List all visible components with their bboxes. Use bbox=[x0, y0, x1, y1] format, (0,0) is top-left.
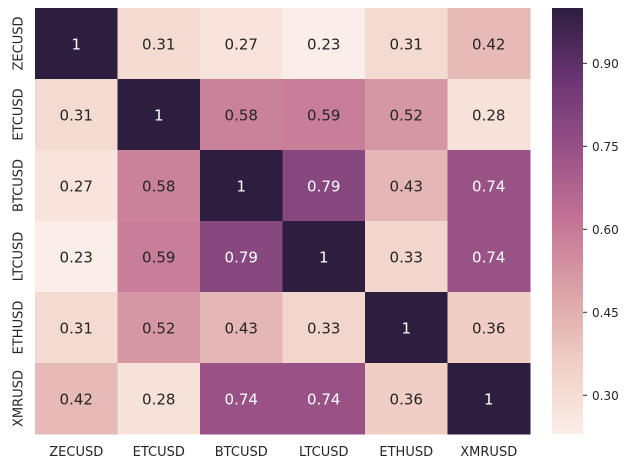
heatmap-cell bbox=[35, 221, 118, 293]
heatmap-cell bbox=[35, 292, 118, 364]
heatmap-cell bbox=[447, 79, 531, 151]
heatmap-cell bbox=[282, 221, 366, 293]
y-tick-label: LTCUSD bbox=[12, 232, 27, 282]
cell-annotation: 0.33 bbox=[307, 320, 340, 338]
cell-annotation: 0.43 bbox=[225, 320, 258, 338]
cell-annotation: 0.74 bbox=[472, 178, 505, 196]
x-tick-label: XMRUSD bbox=[460, 445, 517, 460]
cell-annotation: 0.79 bbox=[307, 178, 340, 196]
x-axis-tick-labels: ZECUSD ETCUSD BTCUSD LTCUSD ETHUSD XMRUSD bbox=[49, 445, 517, 460]
cell-annotation: 0.36 bbox=[390, 391, 423, 409]
heatmap-cell bbox=[282, 8, 366, 80]
cell-annotation: 1 bbox=[71, 36, 81, 54]
cell-annotation: 0.28 bbox=[142, 391, 175, 409]
colorbar-tick-label: 0.30 bbox=[592, 389, 619, 403]
heatmap-cell bbox=[117, 221, 201, 293]
cell-annotation: 0.52 bbox=[142, 320, 175, 338]
heatmap-cell bbox=[282, 79, 366, 151]
cell-annotation: 0.58 bbox=[142, 178, 175, 196]
heatmap-cell bbox=[447, 150, 531, 222]
cell-annotation: 0.42 bbox=[472, 36, 505, 54]
heatmap-cell bbox=[365, 292, 448, 364]
heatmap-cell bbox=[447, 8, 531, 80]
cell-annotation: 0.36 bbox=[472, 320, 505, 338]
heatmap-cell bbox=[282, 363, 366, 435]
cell-annotation: 0.23 bbox=[60, 249, 93, 267]
heatmap-cell bbox=[282, 150, 366, 222]
colorbar-tick-label: 0.90 bbox=[592, 57, 619, 71]
cell-annotation: 0.28 bbox=[472, 107, 505, 125]
colorbar-ticks: 0.30 0.45 0.60 0.75 0.90 bbox=[583, 57, 619, 403]
heatmap-cell bbox=[35, 150, 118, 222]
x-tick-label: BTCUSD bbox=[215, 445, 268, 460]
cell-annotation: 0.52 bbox=[390, 107, 423, 125]
heatmap-cell bbox=[200, 150, 283, 222]
colorbar-tick-label: 0.60 bbox=[592, 223, 619, 237]
cell-annotation: 0.31 bbox=[60, 320, 93, 338]
cell-annotation: 0.59 bbox=[142, 249, 175, 267]
cell-annotation: 0.23 bbox=[307, 36, 340, 54]
heatmap-cell bbox=[365, 79, 448, 151]
heatmap-cell bbox=[365, 221, 448, 293]
cell-annotation: 1 bbox=[236, 178, 246, 196]
heatmap-cell bbox=[200, 292, 283, 364]
heatmap-cell bbox=[200, 8, 283, 80]
cell-annotation: 0.74 bbox=[472, 249, 505, 267]
x-tick-label: LTCUSD bbox=[299, 445, 349, 460]
heatmap-cell bbox=[365, 363, 448, 435]
cell-annotation: 0.27 bbox=[225, 36, 258, 54]
heatmap-cell bbox=[447, 221, 531, 293]
colorbar-tick-label: 0.75 bbox=[592, 140, 619, 154]
colorbar: 0.30 0.45 0.60 0.75 0.90 bbox=[552, 8, 619, 434]
y-tick-label: ETCUSD bbox=[12, 88, 27, 140]
cell-annotation: 0.79 bbox=[225, 249, 258, 267]
cell-annotation: 0.42 bbox=[60, 391, 93, 409]
colorbar-tick-label: 0.45 bbox=[592, 306, 619, 320]
cell-annotation: 0.27 bbox=[60, 178, 93, 196]
cell-annotation: 1 bbox=[484, 391, 494, 409]
y-axis-tick-labels: ZECUSD ETCUSD BTCUSD LTCUSD ETHUSD XMRUSD bbox=[12, 17, 27, 427]
cell-annotation: 0.59 bbox=[307, 107, 340, 125]
cell-annotation: 0.74 bbox=[307, 391, 340, 409]
cell-annotation: 0.33 bbox=[390, 249, 423, 267]
cell-annotation: 0.58 bbox=[225, 107, 258, 125]
heatmap-cell bbox=[117, 363, 201, 435]
x-tick-label: ETHUSD bbox=[379, 445, 433, 460]
x-tick-label: ZECUSD bbox=[49, 445, 103, 460]
heatmap-cell bbox=[365, 8, 448, 80]
cell-annotation: 0.74 bbox=[225, 391, 258, 409]
heatmap-cell bbox=[117, 150, 201, 222]
y-tick-label: ZECUSD bbox=[12, 17, 27, 71]
cell-annotation: 1 bbox=[401, 320, 411, 338]
heatmap-cell bbox=[365, 150, 448, 222]
heatmap-cell bbox=[447, 363, 531, 435]
heatmap-cell bbox=[200, 363, 283, 435]
y-tick-label: BTCUSD bbox=[12, 159, 27, 212]
heatmap-annotations: 1 0.31 0.27 0.23 0.31 0.42 0.31 1 0.58 0.59 0.52 0.… bbox=[60, 36, 506, 409]
heatmap-cells bbox=[35, 8, 531, 435]
heatmap-cell bbox=[117, 79, 201, 151]
heatmap-cell bbox=[447, 292, 531, 364]
cell-annotation: 0.31 bbox=[60, 107, 93, 125]
heatmap-cell bbox=[200, 221, 283, 293]
heatmap-cell bbox=[35, 363, 118, 435]
heatmap-cell bbox=[200, 79, 283, 151]
heatmap-cell bbox=[282, 292, 366, 364]
y-tick-label: ETHUSD bbox=[12, 301, 27, 355]
heatmap-cell bbox=[117, 292, 201, 364]
cell-annotation: 0.31 bbox=[142, 36, 175, 54]
cell-annotation: 1 bbox=[319, 249, 329, 267]
cell-annotation: 0.31 bbox=[390, 36, 423, 54]
x-tick-label: ETCUSD bbox=[133, 445, 185, 460]
colorbar-gradient bbox=[552, 8, 583, 434]
heatmap-cell bbox=[35, 79, 118, 151]
heatmap-cell bbox=[35, 8, 118, 80]
cell-annotation: 0.43 bbox=[390, 178, 423, 196]
cell-annotation: 1 bbox=[154, 107, 164, 125]
heatmap-cell bbox=[117, 8, 201, 80]
y-tick-label: XMRUSD bbox=[12, 370, 27, 427]
